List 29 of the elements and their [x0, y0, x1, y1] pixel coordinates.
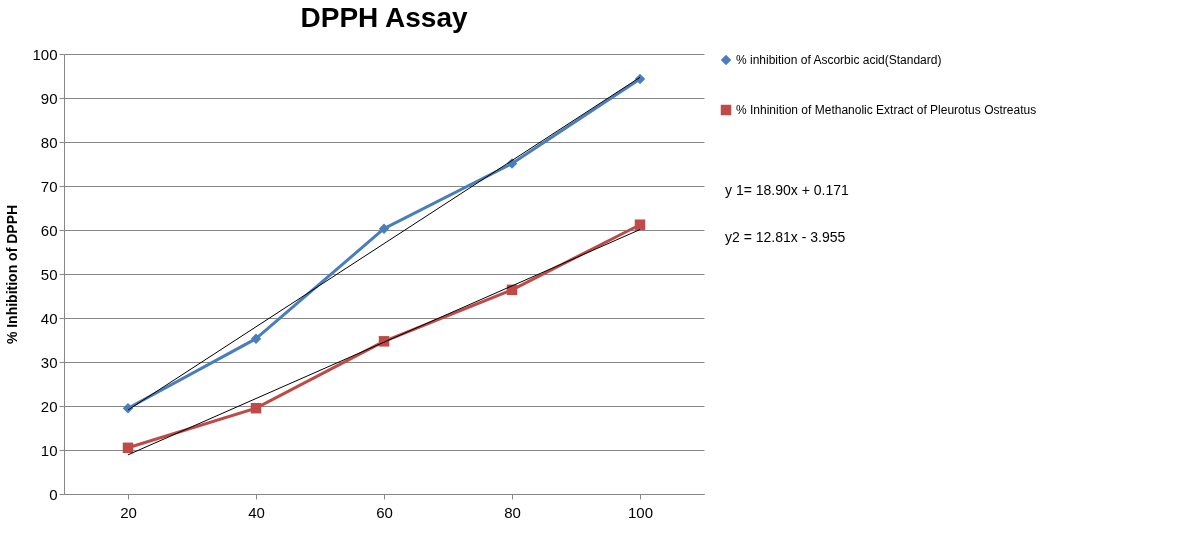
point — [122, 402, 134, 414]
x-tick-label: 100 — [627, 503, 654, 521]
point — [634, 73, 646, 85]
y-tick-label: 10 — [40, 441, 58, 459]
chart-title: DPPH Assay — [300, 2, 468, 33]
y-tick-label: 0 — [49, 485, 58, 503]
y-tick-label: 30 — [40, 353, 58, 371]
y-tick-label: 70 — [40, 177, 58, 195]
legend-label: % Inhinition of Methanolic Extract of Pleurotus Ostreatus — [736, 103, 1037, 117]
x-tick-label: 20 — [120, 503, 137, 521]
y-tick-label: 60 — [40, 221, 58, 239]
y-tick-label: 20 — [40, 397, 58, 415]
text: y2 = 12.81x - 3.955 — [725, 228, 847, 247]
point — [378, 223, 390, 234]
point — [634, 219, 646, 230]
y-tick-label: 100 — [32, 45, 58, 63]
y-tick-label: 90 — [40, 89, 58, 107]
x-tick-label: 40 — [248, 503, 265, 521]
legend-label: % inhibition of Ascorbic acid(Standard) — [736, 53, 942, 67]
y-tick-label: 40 — [40, 309, 58, 327]
y-axis-title: % Inhibition of DPPH — [4, 204, 21, 345]
y-tick-label: 50 — [40, 265, 58, 283]
point — [250, 402, 262, 414]
x-tick-label: 80 — [504, 503, 521, 521]
text: y 1= 18.90x + 0.171 — [725, 181, 849, 200]
y-tick-label: 80 — [40, 133, 58, 151]
point — [250, 333, 262, 344]
x-tick-label: 60 — [376, 503, 393, 521]
point — [122, 442, 134, 454]
